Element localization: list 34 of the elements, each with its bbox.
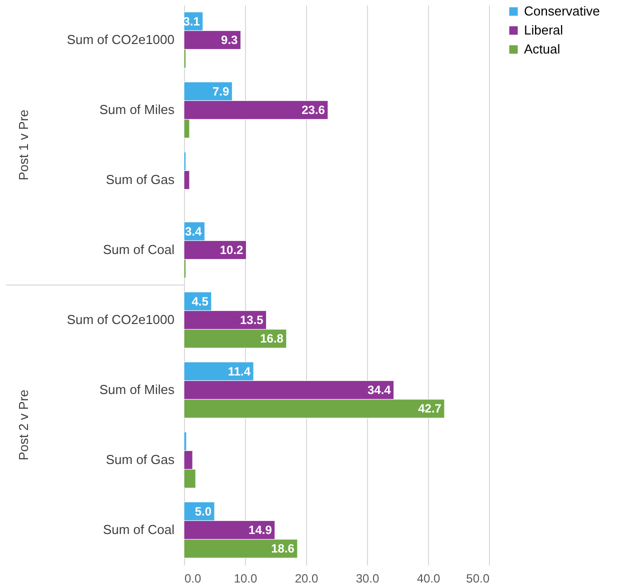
x-tick-label: 50.0 [466,572,490,585]
x-tick-label: 40.0 [416,572,440,585]
y-tick-label: Sum of CO2e1000 [66,32,174,47]
data-label: 34.4 [367,383,392,397]
text: Post 2 v Pre [16,390,31,460]
data-label: 11.4 [228,364,251,378]
data-label: 14.9 [248,523,272,537]
legend-label: Liberal [524,22,564,38]
y-tick-label: Sum of Coal [102,242,175,257]
y-tick-label: Sum of Miles [99,382,175,397]
data-label: 42.7 [418,402,442,416]
y-tick-label: Sum of Gas [106,452,175,467]
y-tick-label: Sum of Coal [102,522,175,537]
data-label: 23.6 [302,103,326,117]
x-tick-label: 10.0 [234,572,258,585]
y-tick-label: Sum of CO2e1000 [66,312,174,327]
data-label: 9.3 [221,33,238,47]
data-label: 13.5 [240,313,264,327]
x-tick-label: 20.0 [294,572,318,585]
x-tick-label: 30.0 [356,572,380,585]
text: Post 1 v Pre [16,110,31,180]
data-label: 3.1 [183,14,200,28]
legend-label: Actual [524,42,560,56]
data-label: 4.5 [192,294,209,308]
y-tick-label: Sum of Gas [106,172,175,187]
legend-label: Conservative [524,4,600,18]
data-label: 7.9 [212,84,230,98]
y-tick-label: Sum of Miles [99,102,175,117]
data-label: 10.2 [220,243,244,257]
data-label: 5.0 [194,504,212,518]
data-label: 16.8 [260,332,284,346]
data-label: 3.4 [185,224,202,238]
data-label: 18.6 [271,542,295,556]
x-tick-label: 0.0 [184,572,202,585]
